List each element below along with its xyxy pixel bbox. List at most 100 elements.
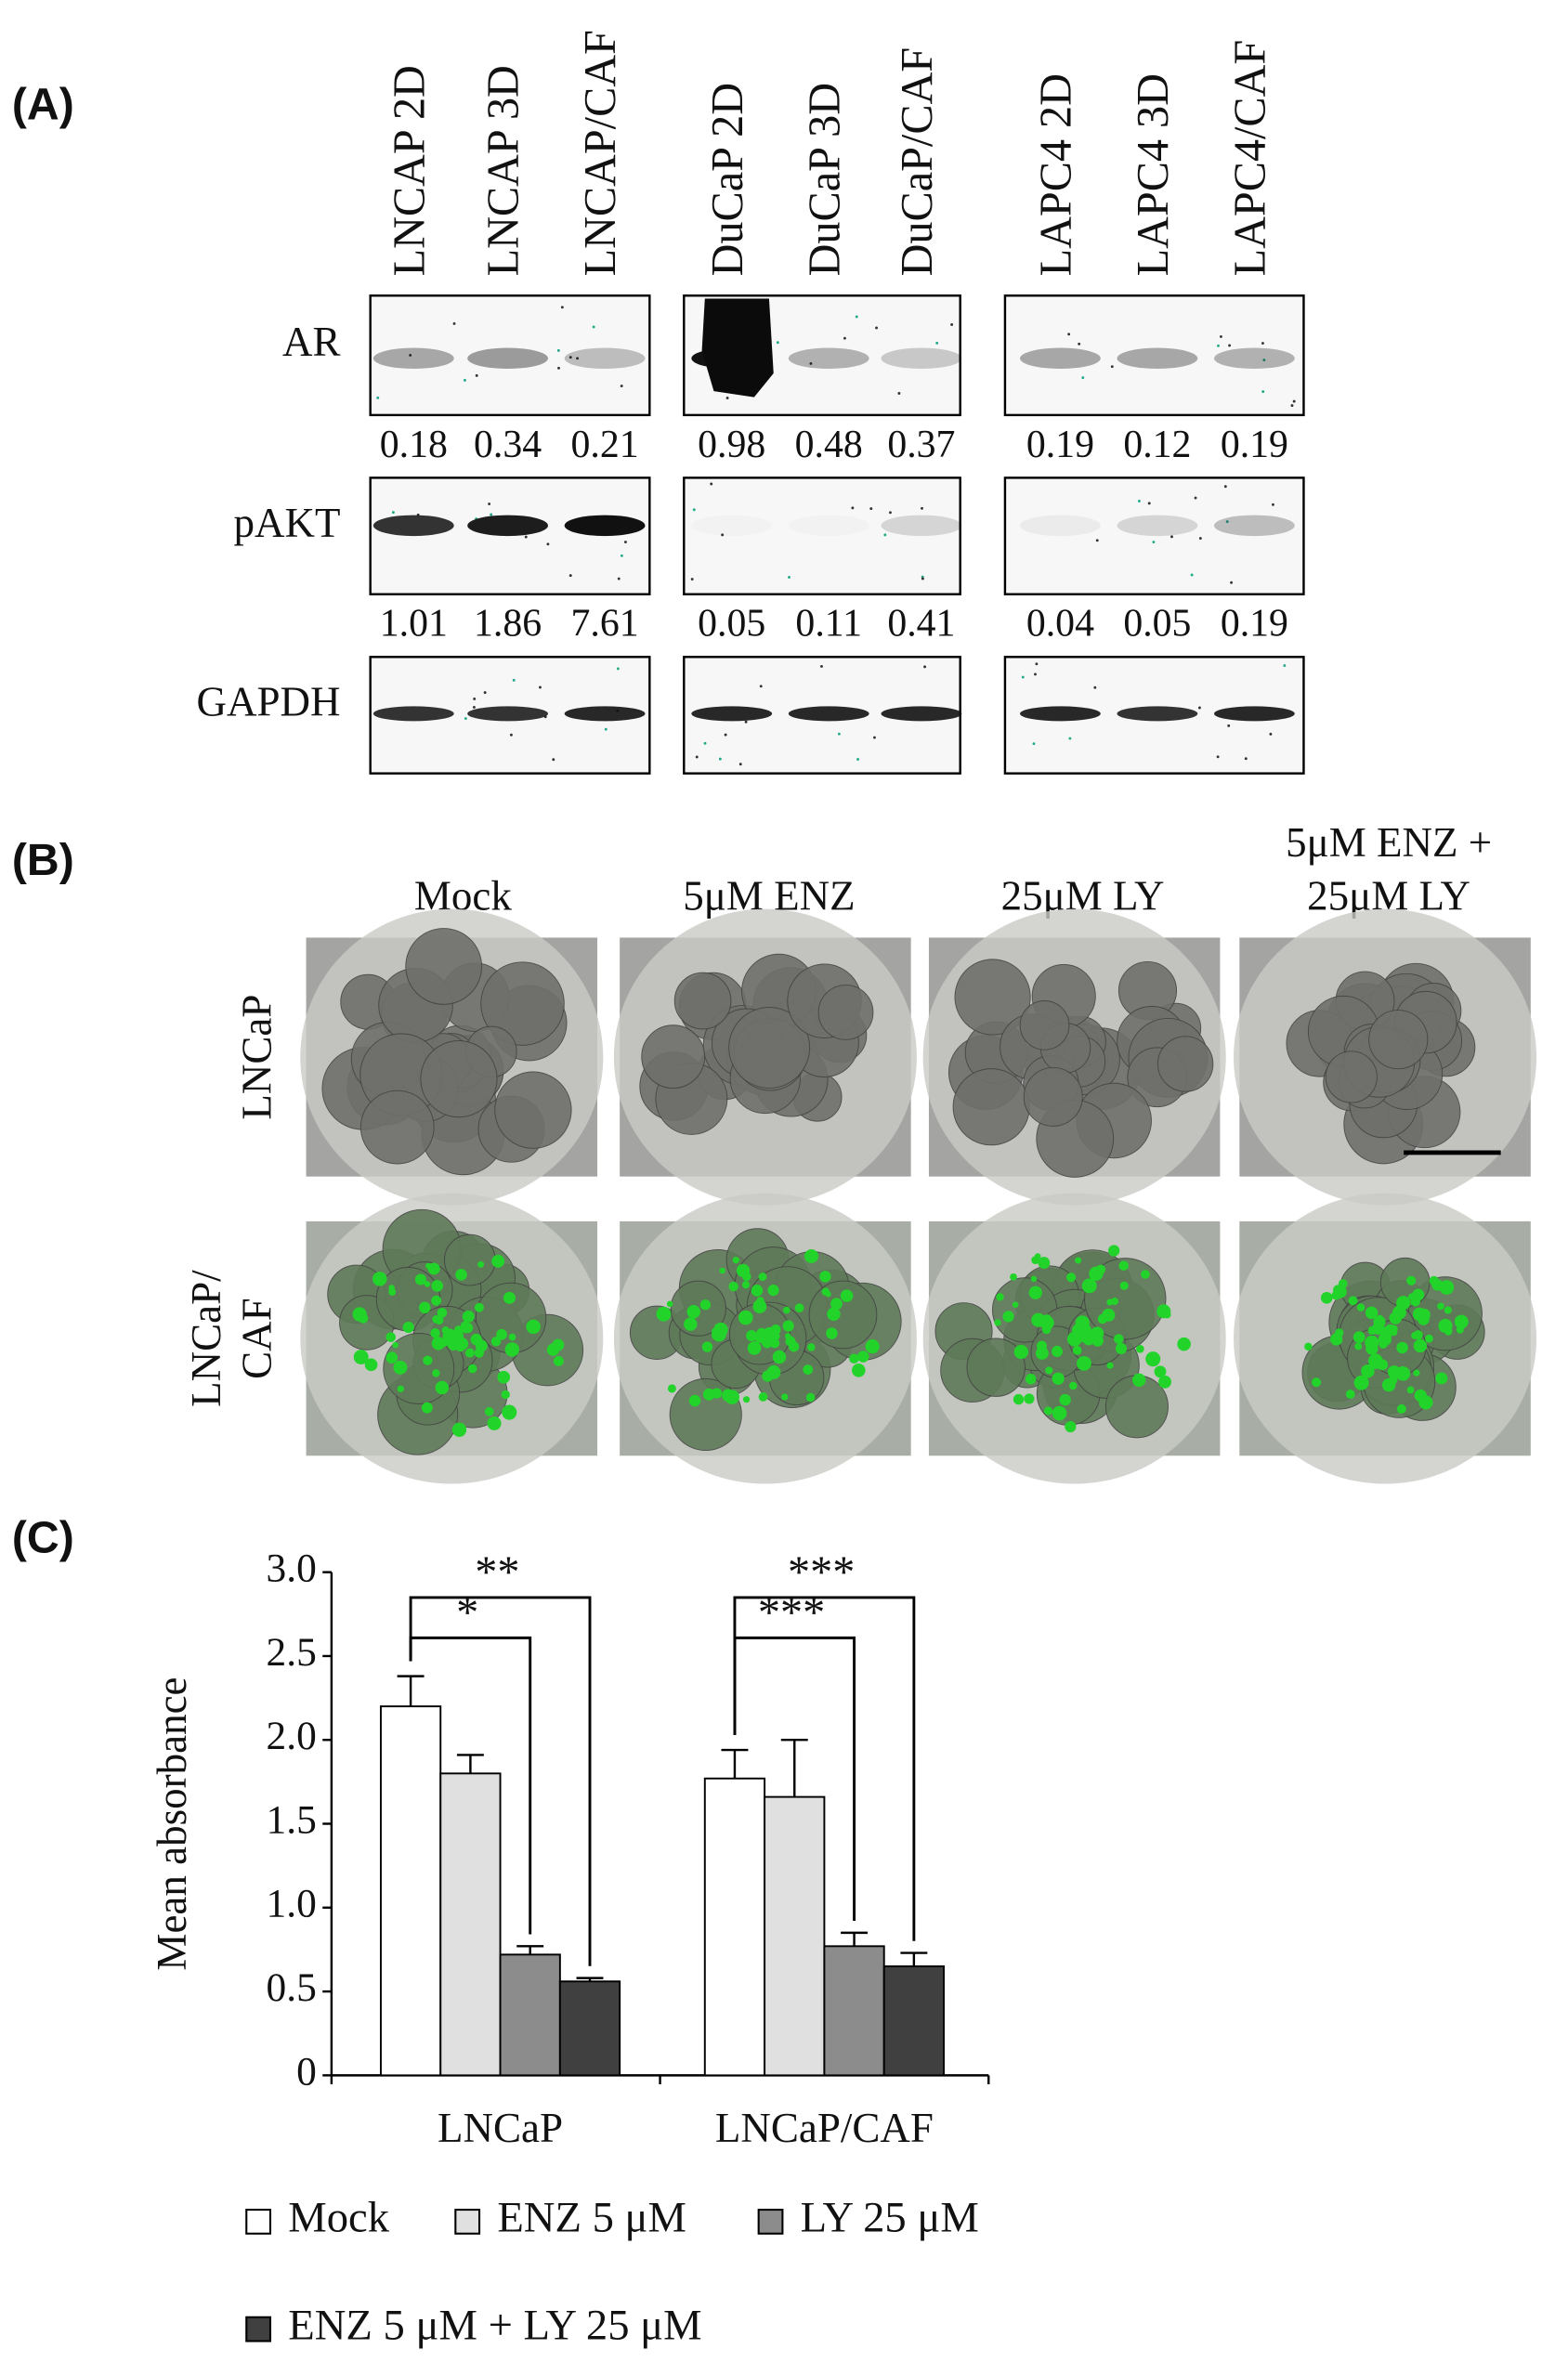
gfp-cell: [742, 1396, 751, 1403]
speck: [1228, 344, 1232, 347]
gfp-cell: [857, 1351, 869, 1363]
gfp-cell: [852, 1364, 866, 1377]
gfp-cell: [1095, 1264, 1106, 1274]
gfp-cell: [463, 1323, 474, 1334]
speck: [483, 691, 487, 695]
gfp-cell: [827, 1307, 841, 1321]
gfp-cell: [487, 1416, 502, 1430]
speck: [1262, 359, 1266, 362]
gfp-cell: [1039, 1315, 1054, 1330]
band: [691, 706, 773, 722]
quantification: 0.11: [795, 603, 862, 646]
legend-swatch: [454, 2208, 481, 2235]
gfp-cell: [503, 1291, 516, 1304]
y-tick-label: 1.0: [267, 1882, 317, 1926]
quantification: 0.04: [1026, 603, 1094, 646]
lane-label: LNCAP/CAF: [576, 30, 625, 276]
blot-frame: [1003, 294, 1305, 417]
gfp-cell: [865, 1339, 880, 1354]
speck: [1093, 685, 1097, 689]
blot-frame: [683, 476, 961, 595]
quantification: 0.98: [698, 424, 765, 466]
gfp-cell: [393, 1360, 408, 1375]
gfp-cell: [849, 1353, 859, 1364]
speck: [560, 306, 564, 309]
speck: [1227, 724, 1231, 727]
gfp-cell: [738, 1310, 753, 1325]
band: [691, 515, 772, 537]
gfp-cell: [431, 1280, 444, 1292]
speck: [1219, 334, 1222, 338]
gfp-cell: [1353, 1375, 1369, 1390]
gfp-cell: [699, 1299, 712, 1311]
significance-label: ***: [788, 1548, 855, 1598]
speck: [509, 733, 513, 737]
speck: [1261, 390, 1265, 394]
gfp-cell: [771, 1332, 780, 1340]
band: [1020, 706, 1101, 722]
gfp-cell: [719, 1267, 725, 1274]
gfp-cell: [1435, 1372, 1448, 1385]
gfp-cell: [392, 1341, 399, 1349]
gfp-cell: [1013, 1393, 1025, 1405]
panel-label: (A): [12, 79, 74, 129]
legend-swatch: [245, 2208, 272, 2235]
gfp-cell: [1365, 1342, 1379, 1355]
speck: [473, 697, 477, 700]
quantification: 0.19: [1026, 424, 1094, 466]
quantification: 0.18: [380, 424, 448, 466]
speck: [1283, 664, 1287, 667]
quantification: 7.61: [571, 603, 639, 646]
bar: [703, 1777, 766, 2077]
speck: [568, 356, 572, 359]
speck: [690, 578, 694, 581]
gfp-cell: [1081, 1278, 1097, 1294]
gfp-cell: [747, 1341, 762, 1355]
gfp-cell: [1052, 1372, 1065, 1385]
gfp-cell: [1414, 1389, 1427, 1403]
spheroid: [728, 1007, 811, 1089]
speck: [695, 755, 699, 759]
significance-bracket: [409, 1596, 592, 1966]
speck: [1110, 365, 1114, 369]
quantification: 0.05: [698, 603, 765, 646]
gfp-cell: [772, 1350, 787, 1364]
quantification: 0.19: [1221, 603, 1288, 646]
speck: [759, 685, 763, 688]
quantification: 0.12: [1123, 424, 1191, 466]
gfp-cell: [1348, 1296, 1358, 1306]
gfp-cell: [807, 1343, 816, 1351]
row-label: LNCaP/: [183, 1270, 229, 1407]
band: [467, 706, 548, 722]
lane-label: LAPC4 2D: [1031, 73, 1080, 276]
gfp-cell: [736, 1263, 751, 1278]
row-label: pAKT: [234, 500, 341, 546]
spheroid: [443, 1233, 496, 1286]
speck: [1223, 485, 1227, 489]
spheroid: [1325, 1051, 1378, 1103]
gfp-cell: [746, 1329, 758, 1342]
gfp-cell: [1031, 1317, 1039, 1325]
gfp-cell: [996, 1293, 1004, 1301]
speck: [1067, 333, 1071, 336]
row-label: AR: [282, 319, 341, 365]
gfp-cell: [751, 1285, 764, 1297]
gfp-cell: [1413, 1369, 1420, 1377]
lane-label: LNCAP 2D: [385, 65, 434, 276]
speck: [552, 758, 555, 762]
gfp-cell: [432, 1315, 441, 1324]
spheroid: [808, 1280, 878, 1350]
gfp-cell: [1132, 1373, 1146, 1387]
gfp-cell: [686, 1305, 700, 1319]
speck: [855, 315, 858, 319]
lane-label: DuCaP/CAF: [893, 47, 942, 277]
gfp-cell: [1035, 1347, 1049, 1360]
speck: [1032, 742, 1036, 746]
gfp-cell: [1338, 1279, 1348, 1288]
gfp-cell: [756, 1327, 767, 1338]
band: [788, 706, 869, 722]
gfp-cell: [1030, 1275, 1038, 1283]
gfp-cell: [1396, 1403, 1406, 1414]
band: [1213, 347, 1295, 370]
gfp-cell: [667, 1384, 676, 1393]
